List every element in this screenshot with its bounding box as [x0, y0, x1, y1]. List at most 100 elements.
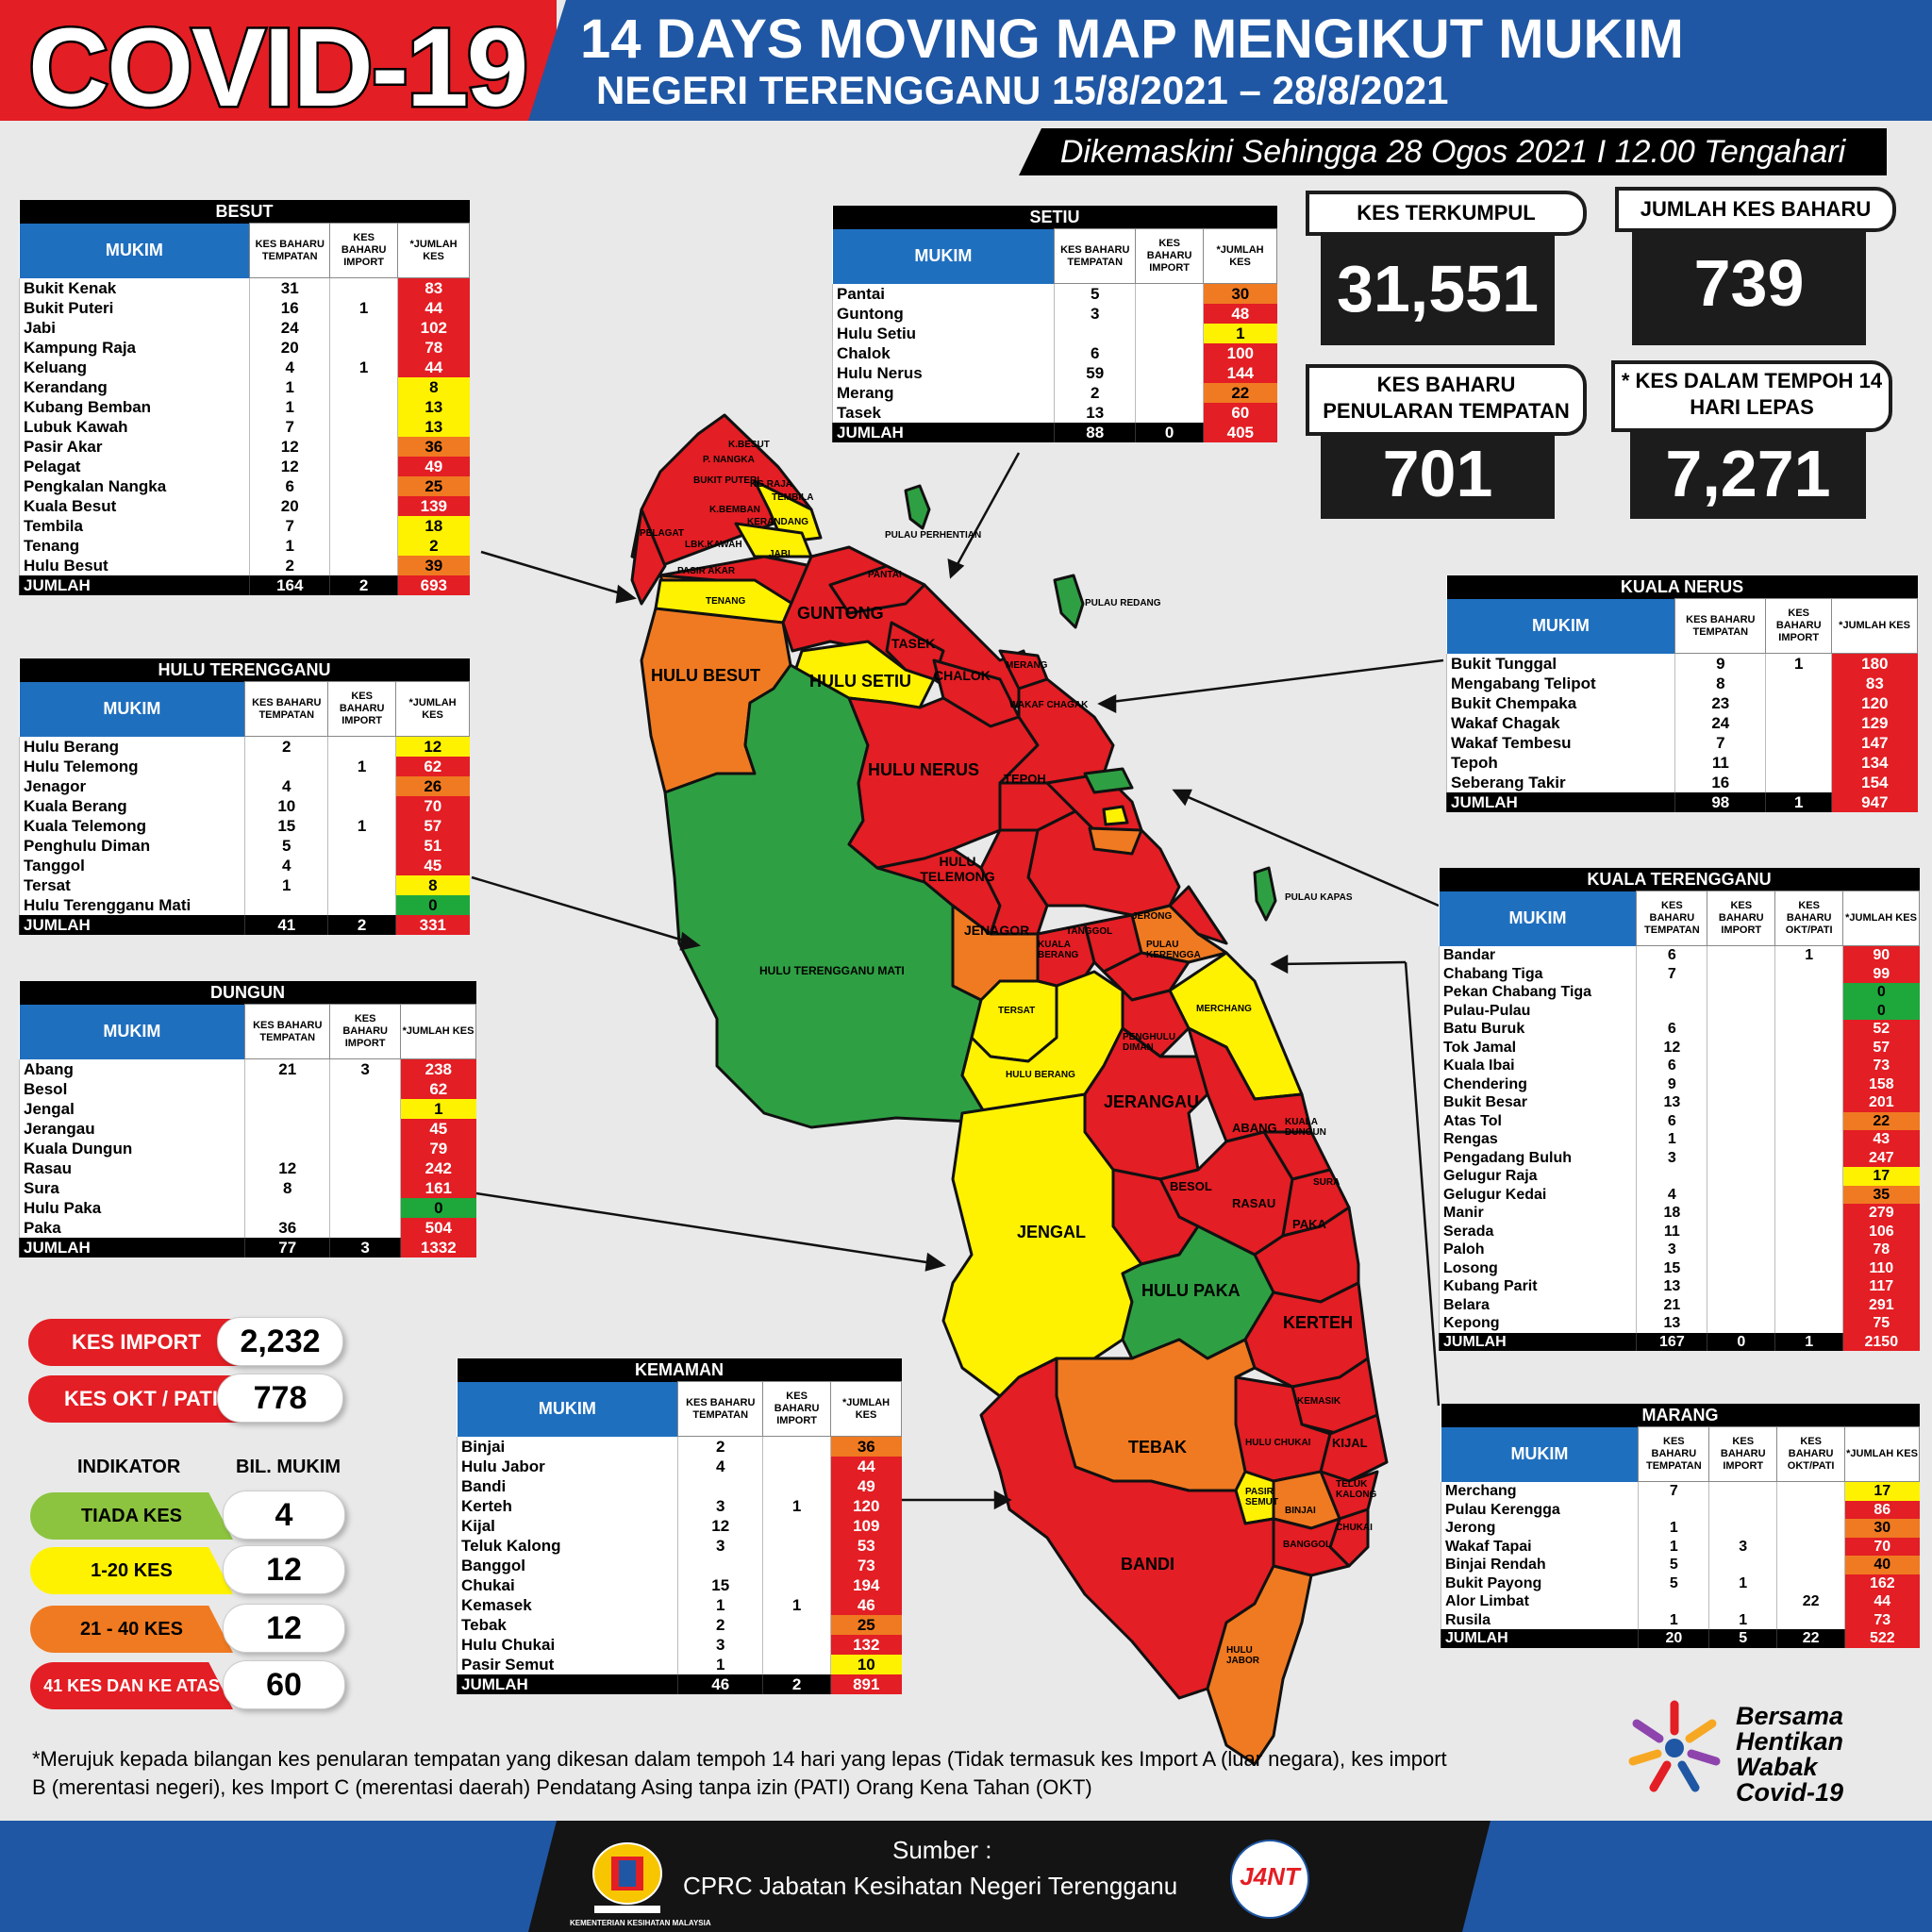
cell-jumlah: 22	[1842, 1111, 1920, 1130]
kes-okt-value: 778	[217, 1374, 343, 1423]
cell-value	[1707, 945, 1775, 965]
table-row: Kijal 12 109	[456, 1516, 902, 1536]
legend-tiada-kes-label: TIADA KES	[30, 1492, 233, 1540]
cell-value: 1	[677, 1595, 763, 1615]
legend-tiada-kes-value: 4	[223, 1491, 345, 1540]
island-pulau-perhentian	[904, 484, 931, 530]
jknt-logo-icon: J4NT	[1230, 1840, 1309, 1919]
cell-value: 1	[249, 397, 330, 417]
cell-value	[329, 338, 398, 358]
map-label-hulu-telemong: HULU TELEMONG	[920, 854, 995, 884]
cell-mukim: Kemasek	[456, 1595, 678, 1615]
table-dungun: DUNGUN MUKIM KES BAHARU TEMPATAN KES BAHARU…	[18, 981, 476, 1257]
cell-mukim: Pelagat	[18, 457, 250, 476]
table-kuala-terengganu: KUALA TERENGGANU MUKIM KES BAHARU TEMPATAN…	[1438, 868, 1920, 1351]
cell-value: 3	[677, 1536, 763, 1556]
map-label-chukai: CHUKAI	[1336, 1523, 1373, 1533]
region-pulau-kerengga	[1168, 885, 1228, 945]
cell-jumlah: 90	[1842, 945, 1920, 965]
cell-jumlah: 44	[830, 1457, 902, 1476]
cell-value	[329, 397, 398, 417]
cell-mukim: Batu Buruk	[1438, 1020, 1637, 1039]
cell-jumlah: 49	[830, 1476, 902, 1496]
cell-mukim: Tasek	[831, 403, 1055, 423]
map-label-pulau-kapas: PULAU KAPAS	[1285, 892, 1353, 903]
cell-value	[1707, 1093, 1775, 1112]
map-label-pantai: PANTAI	[868, 570, 902, 580]
cell-value: 9	[1674, 653, 1766, 674]
cell-value: 7	[1638, 1481, 1709, 1501]
cell-value	[329, 1158, 401, 1178]
table-row: Kuala Telemong 15 1 57	[18, 816, 470, 836]
cell-value: 1	[762, 1595, 831, 1615]
table-row: Rasau 12 242	[18, 1158, 476, 1178]
table-row: Kubang Parit 13 117	[1438, 1277, 1920, 1296]
total-value: 891	[830, 1674, 902, 1694]
total-value: 20	[1638, 1629, 1709, 1648]
table-row: Hulu Besut 2 39	[18, 556, 470, 575]
table-row: Hulu Nerus 59 144	[831, 363, 1277, 383]
cell-mukim: Hulu Nerus	[831, 363, 1055, 383]
cell-mukim: Banggol	[456, 1556, 678, 1575]
table-row: Jerangau 45	[18, 1119, 476, 1139]
cell-value: 1	[1765, 653, 1832, 674]
cell-jumlah: 8	[395, 875, 470, 895]
cell-jumlah: 83	[397, 277, 470, 298]
table-row: Kuala Dungun 79	[18, 1139, 476, 1158]
legend-21-40-label: 21 - 40 KES	[30, 1606, 233, 1653]
cell-mukim: Alor Limbat	[1440, 1592, 1639, 1611]
cell-jumlah: 18	[397, 516, 470, 536]
table-row: Batu Buruk 6 52	[1438, 1020, 1920, 1039]
table-row: Tersat 1 8	[18, 875, 470, 895]
cell-jumlah: 242	[400, 1158, 476, 1178]
map-label-kuala-dungun: KUALA DUNGUN	[1285, 1117, 1326, 1138]
header-blue-band	[528, 0, 1932, 121]
legend-41-plus-value: 60	[223, 1660, 345, 1709]
cell-jumlah: 86	[1844, 1500, 1920, 1519]
total-value: 2	[327, 915, 396, 935]
cell-mukim: Kubang Bemban	[18, 397, 250, 417]
col-header-mukim: MUKIM	[19, 223, 250, 278]
cell-jumlah: 162	[1844, 1574, 1920, 1592]
col-header-import: KES BAHARU IMPORT	[1135, 228, 1205, 284]
table-row: Lubuk Kawah 7 13	[18, 417, 470, 437]
cell-jumlah: 48	[1203, 304, 1277, 324]
cell-value	[1776, 1537, 1845, 1556]
table-title: SETIU	[832, 206, 1277, 229]
table-row: Jengal 1	[18, 1099, 476, 1119]
map-label-jerong: JERONG	[1132, 911, 1173, 922]
map-label-kerandang: KERANDANG	[747, 517, 808, 527]
cell-jumlah: 57	[1842, 1038, 1920, 1057]
table-total-row: JUMLAH 46 2 891	[456, 1674, 902, 1694]
stat-kes-terkumpul-label: KES TERKUMPUL	[1306, 191, 1587, 236]
cell-mukim: Kerteh	[456, 1496, 678, 1516]
region-kuala-besut	[630, 413, 813, 568]
cell-jumlah: 109	[830, 1516, 902, 1536]
cell-value	[762, 1556, 831, 1575]
table-row: Mengabang Telipot 8 83	[1445, 674, 1918, 693]
col-header-jumlah: *JUMLAH KES	[395, 681, 470, 737]
cell-value	[327, 796, 396, 816]
table-row: Bukit Puteri 16 1 44	[18, 298, 470, 318]
cell-value	[1765, 693, 1832, 713]
table-row: Hulu Chukai 3 132	[456, 1635, 902, 1655]
total-value: 5	[1708, 1629, 1777, 1648]
cell-value: 1	[249, 377, 330, 397]
cell-jumlah: 60	[1203, 403, 1277, 423]
map-label-jenagor: JENAGOR	[964, 923, 1030, 938]
cell-jumlah: 44	[1844, 1592, 1920, 1611]
cell-value	[1774, 1130, 1843, 1149]
cell-value: 10	[244, 796, 328, 816]
map-label-lbk-kawah: LBK.KAWAH	[685, 540, 742, 550]
legend-21-40-value: 12	[223, 1604, 345, 1653]
cell-jumlah: 62	[400, 1079, 476, 1099]
cell-value: 12	[249, 457, 330, 476]
cell-value: 24	[249, 318, 330, 338]
table-row: Pengadang Buluh 3 247	[1438, 1148, 1920, 1167]
cell-value	[1774, 1167, 1843, 1186]
cell-value: 18	[1636, 1204, 1707, 1223]
cell-mukim: Tebak	[456, 1615, 678, 1635]
total-value: 164	[249, 575, 330, 595]
cell-jumlah: 144	[1203, 363, 1277, 383]
col-header-tempatan: KES BAHARU TEMPATAN	[1054, 228, 1137, 284]
